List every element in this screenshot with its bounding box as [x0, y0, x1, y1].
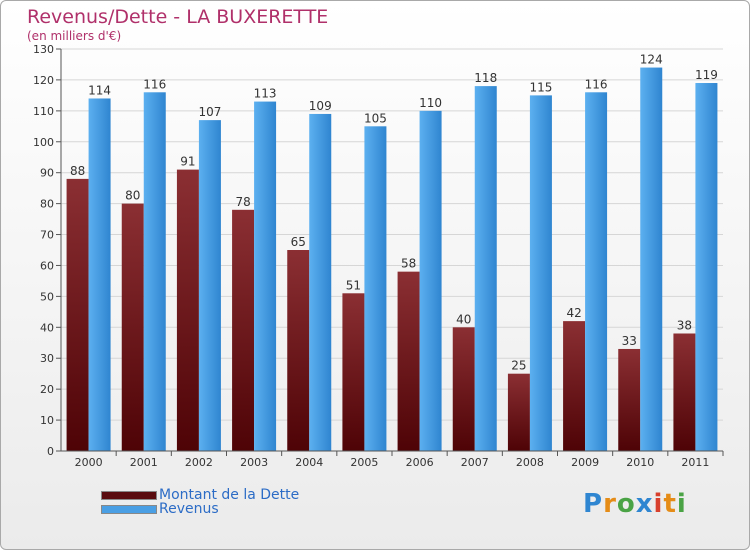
logo-letter: P	[583, 489, 604, 519]
bar-dette-label: 65	[291, 235, 306, 249]
proxiti-logo: Proxiti	[583, 489, 687, 519]
legend-swatch-revenus	[101, 504, 157, 514]
bar-revenus-label: 107	[198, 105, 221, 119]
y-tick-label: 30	[40, 352, 54, 365]
bar-dette-label: 91	[180, 155, 195, 169]
bar-revenus-label: 119	[695, 68, 718, 82]
bar-dette-label: 38	[677, 318, 692, 332]
legend-label-revenus: Revenus	[159, 501, 219, 517]
x-tick-label: 2000	[75, 456, 103, 469]
x-tick-label: 2003	[240, 456, 268, 469]
bar-revenus	[640, 67, 663, 452]
bar-revenus-label: 116	[585, 77, 608, 91]
bar-revenus-label: 115	[529, 80, 552, 94]
bar-revenus-label: 109	[309, 99, 332, 113]
legend-item-revenus: Revenus	[101, 501, 219, 517]
bar-revenus	[695, 83, 718, 451]
bar-revenus	[309, 113, 332, 451]
bar-revenus	[474, 86, 497, 451]
bar-revenus	[254, 101, 277, 452]
bar-revenus-label: 105	[364, 111, 387, 125]
bar-revenus-label: 113	[254, 87, 277, 101]
logo-letter: t	[663, 489, 677, 519]
bar-revenus	[364, 126, 387, 452]
bar-revenus	[198, 120, 221, 451]
bar-dette	[452, 327, 475, 451]
bar-dette-label: 58	[401, 257, 416, 271]
bar-dette-label: 42	[566, 306, 581, 320]
bar-revenus-label: 124	[640, 53, 663, 67]
bar-dette	[397, 271, 420, 451]
bar-dette	[342, 293, 365, 451]
bar-revenus-label: 114	[88, 83, 111, 97]
y-tick-label: 0	[47, 445, 54, 458]
bar-dette-label: 25	[511, 359, 526, 373]
bar-revenus	[88, 98, 111, 451]
y-tick-label: 100	[33, 136, 54, 149]
bar-dette-label: 40	[456, 312, 471, 326]
bar-dette	[232, 209, 255, 451]
legend-swatch-dette	[101, 490, 157, 500]
bar-dette	[66, 178, 89, 451]
bar-dette	[507, 373, 530, 451]
bar-dette	[563, 321, 586, 451]
bar-dette	[287, 250, 310, 451]
bar-dette	[176, 169, 199, 451]
x-tick-label: 2001	[130, 456, 158, 469]
y-tick-label: 20	[40, 383, 54, 396]
bar-dette	[121, 203, 144, 451]
legend-item-dette: Montant de la Dette	[101, 487, 300, 503]
y-tick-label: 50	[40, 290, 54, 303]
bar-revenus-label: 110	[419, 96, 442, 110]
bar-revenus	[529, 95, 552, 451]
bar-dette-label: 33	[622, 334, 637, 348]
logo-letter: i	[653, 489, 664, 519]
logo-letter: x	[635, 489, 654, 519]
y-tick-label: 130	[33, 43, 54, 56]
chart-subtitle: (en milliers d'€)	[27, 29, 122, 43]
bar-dette-label: 88	[70, 164, 85, 178]
bar-dette-label: 51	[346, 278, 361, 292]
x-tick-label: 2006	[406, 456, 434, 469]
legend-label-dette: Montant de la Dette	[159, 487, 300, 503]
bar-revenus	[419, 110, 442, 451]
bar-revenus	[143, 92, 166, 452]
y-tick-label: 40	[40, 321, 54, 334]
chart-title: Revenus/Dette - LA BUXERETTE	[27, 6, 329, 28]
x-tick-label: 2011	[681, 456, 709, 469]
logo-letter: i	[676, 489, 687, 519]
y-tick-label: 110	[33, 105, 54, 118]
y-tick-label: 120	[33, 74, 54, 87]
bar-revenus-label: 116	[143, 77, 166, 91]
x-tick-label: 2009	[571, 456, 599, 469]
bar-revenus	[585, 92, 608, 452]
y-tick-label: 80	[40, 198, 54, 211]
bar-dette	[618, 348, 641, 451]
x-tick-label: 2004	[295, 456, 323, 469]
y-tick-label: 10	[40, 414, 54, 427]
x-tick-label: 2007	[461, 456, 489, 469]
logo-letter: o	[616, 489, 636, 519]
y-tick-label: 70	[40, 229, 54, 242]
bar-revenus-label: 118	[474, 71, 497, 85]
y-tick-label: 60	[40, 259, 54, 272]
y-tick-label: 90	[40, 167, 54, 180]
bar-dette-label: 80	[125, 189, 140, 203]
x-tick-label: 2008	[516, 456, 544, 469]
x-tick-label: 2002	[185, 456, 213, 469]
logo-letter: r	[603, 489, 617, 519]
x-tick-label: 2010	[626, 456, 654, 469]
bar-dette	[673, 333, 696, 451]
bar-dette-label: 78	[235, 195, 250, 209]
x-tick-label: 2005	[350, 456, 378, 469]
